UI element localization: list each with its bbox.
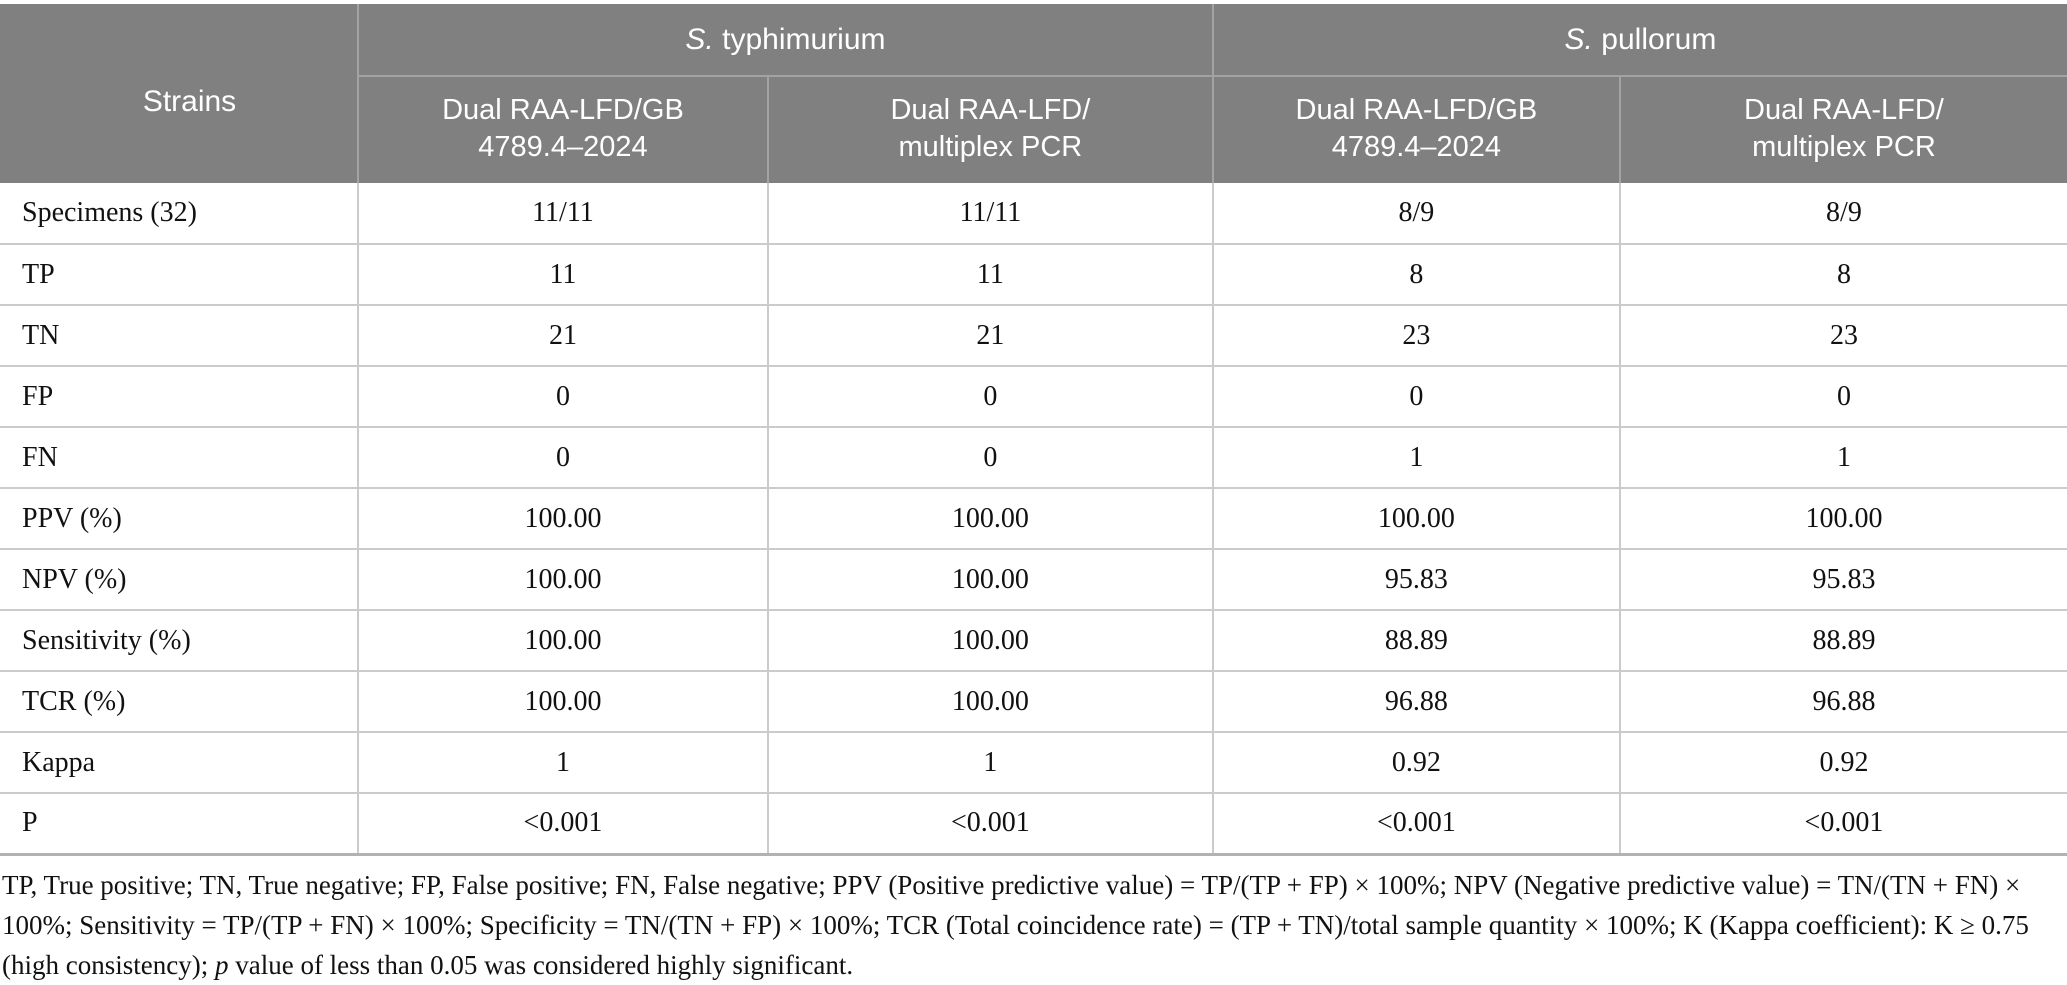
cell-value: 0 [1618, 366, 2067, 428]
cell-value: 88.89 [1618, 610, 2067, 672]
group-header-s-pullorum: S. pullorum [1211, 4, 2067, 77]
row-label: FN [0, 427, 358, 489]
cell-value: 100.00 [357, 610, 768, 672]
cell-value: 96.88 [1618, 671, 2067, 733]
cell-value: 100.00 [357, 671, 768, 733]
row-label: Specimens (32) [0, 183, 358, 245]
footnote-p-italic: p [214, 949, 229, 980]
table-row-p: P <0.001 <0.001 <0.001 <0.001 [0, 793, 2067, 856]
table-row-tp: TP 11 11 8 8 [0, 244, 2067, 306]
row-label: NPV (%) [0, 549, 358, 611]
table-header: Strains S. typhimurium S. pullorum Dual RA… [0, 4, 2067, 183]
genus-abbrev: S. [685, 22, 714, 56]
cell-value: 8/9 [1211, 183, 1620, 245]
row-label: Sensitivity (%) [0, 610, 358, 672]
cell-value: 1 [357, 732, 768, 794]
header-method-row: Dual RAA-LFD/GB 4789.4–2024 Dual RAA-LFD… [0, 76, 2067, 183]
cell-value: 0.92 [1618, 732, 2067, 794]
cell-value: 21 [357, 305, 768, 367]
cell-value: 23 [1618, 305, 2067, 367]
species-name: pullorum [1601, 22, 1717, 56]
table-row-specimens: Specimens (32) 11/11 11/11 8/9 8/9 [0, 183, 2067, 245]
cell-value: 95.83 [1618, 549, 2067, 611]
table-row-fp: FP 0 0 0 0 [0, 366, 2067, 428]
method-header-typhimurium-pcr: Dual RAA-LFD/ multiplex PCR [766, 76, 1213, 183]
footnote-text: TP, True positive; TN, True negative; FP… [2, 869, 2029, 980]
cell-value: 0 [357, 427, 768, 489]
results-table: Strains S. typhimurium S. pullorum Dual RA… [0, 4, 2067, 856]
column-header-strains: Strains [0, 4, 359, 183]
method-line-1: Dual RAA-LFD/GB [1295, 93, 1538, 126]
cell-value: 8/9 [1618, 183, 2067, 245]
cell-value: 23 [1211, 305, 1620, 367]
cell-value: 11/11 [357, 183, 768, 245]
cell-value: 100.00 [357, 549, 768, 611]
footnote-text: value of less than 0.05 was considered h… [228, 949, 854, 980]
cell-value: 21 [766, 305, 1213, 367]
cell-value: 8 [1211, 244, 1620, 306]
cell-value: <0.001 [1211, 793, 1620, 856]
cell-value: 11/11 [766, 183, 1213, 245]
cell-value: 100.00 [766, 488, 1213, 550]
table-row-sensitivity: Sensitivity (%) 100.00 100.00 88.89 88.8… [0, 610, 2067, 672]
species-name: typhimurium [722, 22, 886, 56]
row-label: FP [0, 366, 358, 428]
table-row-tcr: TCR (%) 100.00 100.00 96.88 96.88 [0, 671, 2067, 733]
cell-value: 88.89 [1211, 610, 1620, 672]
cell-value: 0 [1211, 366, 1620, 428]
row-label: TP [0, 244, 358, 306]
row-label: PPV (%) [0, 488, 358, 550]
cell-value: 1 [1211, 427, 1620, 489]
method-header-typhimurium-gb: Dual RAA-LFD/GB 4789.4–2024 [358, 76, 768, 183]
cell-value: 11 [357, 244, 768, 306]
row-label: TN [0, 305, 358, 367]
strains-label: Strains [142, 85, 237, 118]
table-row-fn: FN 0 0 1 1 [0, 427, 2067, 489]
method-line-1: Dual RAA-LFD/ [890, 93, 1091, 126]
genus-abbrev: S. [1564, 22, 1593, 56]
method-header-pullorum-gb: Dual RAA-LFD/GB 4789.4–2024 [1211, 76, 1620, 183]
cell-value: 8 [1618, 244, 2067, 306]
method-line-2: multiplex PCR [898, 130, 1083, 163]
cell-value: 11 [766, 244, 1213, 306]
method-header-pullorum-pcr: Dual RAA-LFD/ multiplex PCR [1618, 76, 2067, 183]
row-label: TCR (%) [0, 671, 358, 733]
header-group-row: Strains S. typhimurium S. pullorum [0, 4, 2067, 183]
group-header-s-typhimurium: S. typhimurium [358, 4, 1213, 77]
cell-value: 0 [766, 366, 1213, 428]
cell-value: 0 [766, 427, 1213, 489]
cell-value: 0 [357, 366, 768, 428]
method-line-2: 4789.4–2024 [478, 130, 648, 163]
cell-value: 100.00 [1618, 488, 2067, 550]
cell-value: <0.001 [357, 793, 768, 856]
cell-value: 0.92 [1211, 732, 1620, 794]
table-body: Specimens (32) 11/11 11/11 8/9 8/9 TP 11… [0, 183, 2067, 856]
method-line-1: Dual RAA-LFD/GB [442, 93, 684, 126]
method-line-2: multiplex PCR [1752, 130, 1936, 163]
table-row-ppv: PPV (%) 100.00 100.00 100.00 100.00 [0, 488, 2067, 550]
method-line-1: Dual RAA-LFD/ [1744, 93, 1944, 126]
cell-value: 1 [1618, 427, 2067, 489]
cell-value: 100.00 [766, 610, 1213, 672]
table-row-kappa: Kappa 1 1 0.92 0.92 [0, 732, 2067, 794]
cell-value: 100.00 [1211, 488, 1620, 550]
cell-value: 1 [766, 732, 1213, 794]
cell-value: 96.88 [1211, 671, 1620, 733]
row-label: P [0, 793, 358, 856]
table-row-tn: TN 21 21 23 23 [0, 305, 2067, 367]
cell-value: 95.83 [1211, 549, 1620, 611]
cell-value: 100.00 [766, 671, 1213, 733]
table-row-npv: NPV (%) 100.00 100.00 95.83 95.83 [0, 549, 2067, 611]
table-footnote: TP, True positive; TN, True negative; FP… [0, 865, 2067, 985]
cell-value: 100.00 [766, 549, 1213, 611]
cell-value: <0.001 [1618, 793, 2067, 856]
method-line-2: 4789.4–2024 [1331, 130, 1502, 163]
cell-value: <0.001 [766, 793, 1213, 856]
row-label: Kappa [0, 732, 358, 794]
cell-value: 100.00 [357, 488, 768, 550]
